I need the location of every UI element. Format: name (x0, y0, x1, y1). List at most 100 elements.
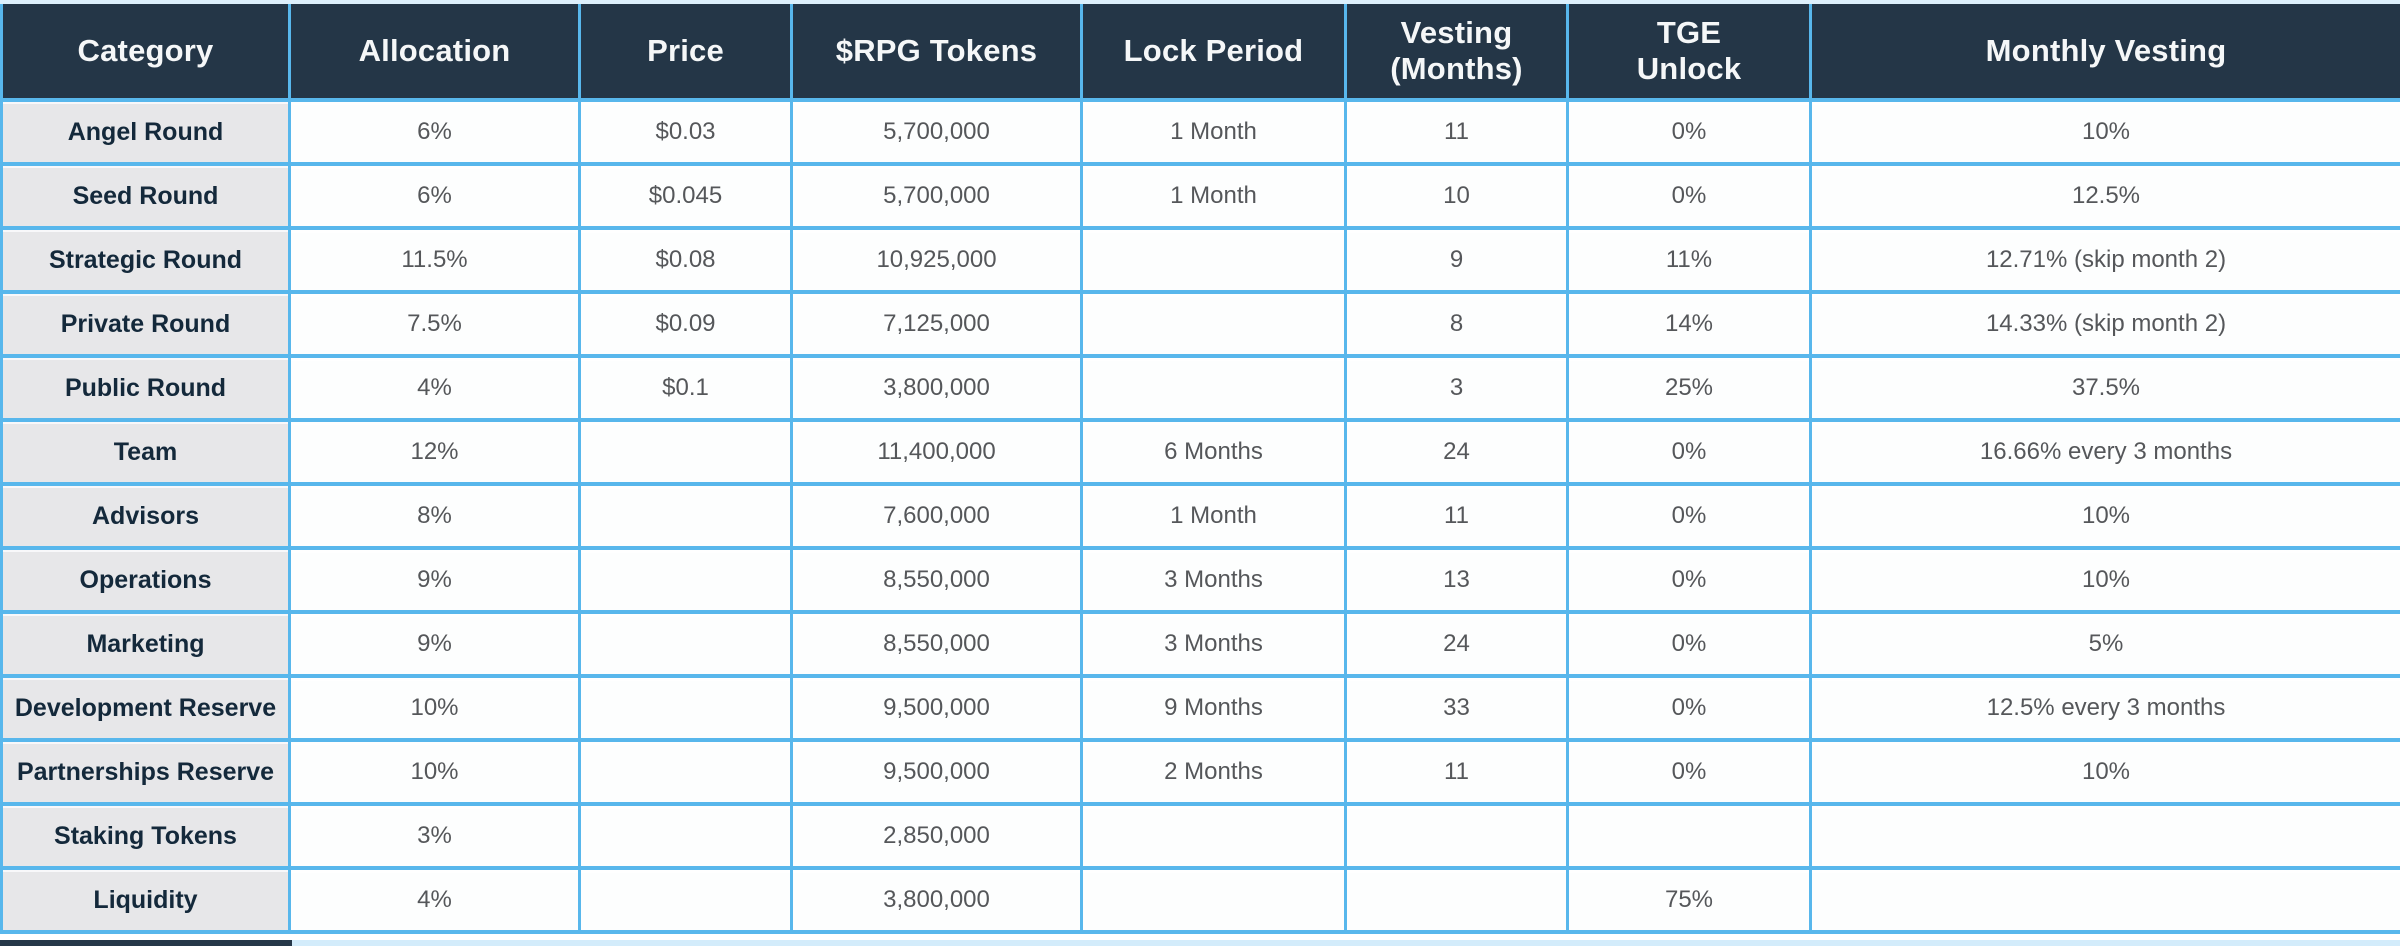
data-cell: 8,550,000 (790, 546, 1083, 614)
column-header: TGE Unlock (1566, 2, 1812, 102)
column-header: Category (0, 2, 291, 102)
column-header: Allocation (288, 2, 581, 102)
data-cell: 11% (1566, 226, 1812, 294)
data-cell: 9,500,000 (790, 674, 1083, 742)
table-row: Angel Round 6% $0.03 5,700,000 1 Month 11 0% 10… (0, 98, 2400, 166)
data-cell: 0% (1566, 738, 1812, 806)
data-cell: 10% (1809, 98, 2400, 166)
data-cell: 3 Months (1080, 610, 1347, 678)
data-cell: 11 (1344, 482, 1569, 550)
table-body: Angel Round 6% $0.03 5,700,000 1 Month 11 0% 10… (0, 98, 2400, 934)
data-cell: 3 (1344, 354, 1569, 422)
data-cell: 0% (1566, 482, 1812, 550)
data-cell: 2 Months (1080, 738, 1347, 806)
table-row: Operations 9% 8,550,000 3 Months 13 0% 10% (0, 546, 2400, 614)
data-cell: 3% (288, 802, 581, 870)
data-cell: 5% (1809, 610, 2400, 678)
data-cell: 11 (1344, 738, 1569, 806)
data-cell: 10% (1809, 738, 2400, 806)
column-header: Monthly Vesting (1809, 2, 2400, 102)
data-cell (1809, 866, 2400, 934)
data-cell (578, 546, 793, 614)
data-cell (578, 418, 793, 486)
table-row: Public Round 4% $0.1 3,800,000 3 25% 37.5% (0, 354, 2400, 422)
data-cell: $0.08 (578, 226, 793, 294)
data-cell: 11 (1344, 98, 1569, 166)
data-cell: 8 (1344, 290, 1569, 358)
data-cell: 6% (288, 98, 581, 166)
data-cell: 24 (1344, 610, 1569, 678)
data-cell: 10% (1809, 482, 2400, 550)
data-cell: 9 (1344, 226, 1569, 294)
data-cell (1080, 290, 1347, 358)
data-cell: 24 (1344, 418, 1569, 486)
data-cell: 1 Month (1080, 482, 1347, 550)
bottom-edge (0, 940, 2400, 946)
category-cell: Team (0, 418, 291, 486)
data-cell: 75% (1566, 866, 1812, 934)
table-row: Team 12% 11,400,000 6 Months 24 0% 16.66% ever… (0, 418, 2400, 486)
data-cell: 1 Month (1080, 162, 1347, 230)
data-cell: 10% (288, 674, 581, 742)
data-cell: 37.5% (1809, 354, 2400, 422)
data-cell (1566, 802, 1812, 870)
data-cell: 11,400,000 (790, 418, 1083, 486)
data-cell: 10,925,000 (790, 226, 1083, 294)
category-cell: Partnerships Reserve (0, 738, 291, 806)
data-cell: $0.09 (578, 290, 793, 358)
data-cell: 0% (1566, 610, 1812, 678)
data-cell: $0.03 (578, 98, 793, 166)
data-cell (578, 866, 793, 934)
column-header: Price (578, 2, 793, 102)
data-cell: 9% (288, 546, 581, 614)
data-cell: 25% (1566, 354, 1812, 422)
category-cell: Liquidity (0, 866, 291, 934)
data-cell: 8% (288, 482, 581, 550)
data-cell: 14% (1566, 290, 1812, 358)
data-cell: 12.5% (1809, 162, 2400, 230)
table-row: Seed Round 6% $0.045 5,700,000 1 Month 10 0% 12… (0, 162, 2400, 230)
data-cell: 10% (1809, 546, 2400, 614)
next-row-cutoff (0, 940, 292, 946)
category-cell: Seed Round (0, 162, 291, 230)
data-cell: 1 Month (1080, 98, 1347, 166)
data-cell: 14.33% (skip month 2) (1809, 290, 2400, 358)
data-cell (1344, 866, 1569, 934)
table-row: Marketing 9% 8,550,000 3 Months 24 0% 5% (0, 610, 2400, 678)
data-cell: 6% (288, 162, 581, 230)
category-cell: Development Reserve (0, 674, 291, 742)
data-cell: 0% (1566, 162, 1812, 230)
table-row: Partnerships Reserve 10% 9,500,000 2 Months… (0, 738, 2400, 806)
data-cell: 33 (1344, 674, 1569, 742)
data-cell: 13 (1344, 546, 1569, 614)
data-cell: 0% (1566, 546, 1812, 614)
category-cell: Strategic Round (0, 226, 291, 294)
data-cell: 12.71% (skip month 2) (1809, 226, 2400, 294)
data-cell: 7.5% (288, 290, 581, 358)
data-cell: 4% (288, 354, 581, 422)
data-cell (578, 610, 793, 678)
data-cell: 2,850,000 (790, 802, 1083, 870)
data-cell: 3,800,000 (790, 354, 1083, 422)
data-cell (1080, 226, 1347, 294)
header-row: Category Allocation Price $RPG Tokens Lock P… (0, 2, 2400, 102)
category-cell: Operations (0, 546, 291, 614)
category-cell: Marketing (0, 610, 291, 678)
data-cell: 6 Months (1080, 418, 1347, 486)
data-cell: 0% (1566, 674, 1812, 742)
data-cell: 12% (288, 418, 581, 486)
data-cell (1080, 866, 1347, 934)
data-cell: 9,500,000 (790, 738, 1083, 806)
data-cell: 0% (1566, 418, 1812, 486)
data-cell (578, 738, 793, 806)
data-cell: 8,550,000 (790, 610, 1083, 678)
table-row: Staking Tokens 3% 2,850,000 (0, 802, 2400, 870)
data-cell: 5,700,000 (790, 162, 1083, 230)
category-cell: Advisors (0, 482, 291, 550)
data-cell: 10 (1344, 162, 1569, 230)
data-cell: 7,600,000 (790, 482, 1083, 550)
data-cell: 9 Months (1080, 674, 1347, 742)
table-row: Strategic Round 11.5% $0.08 10,925,000 9 11% 1… (0, 226, 2400, 294)
